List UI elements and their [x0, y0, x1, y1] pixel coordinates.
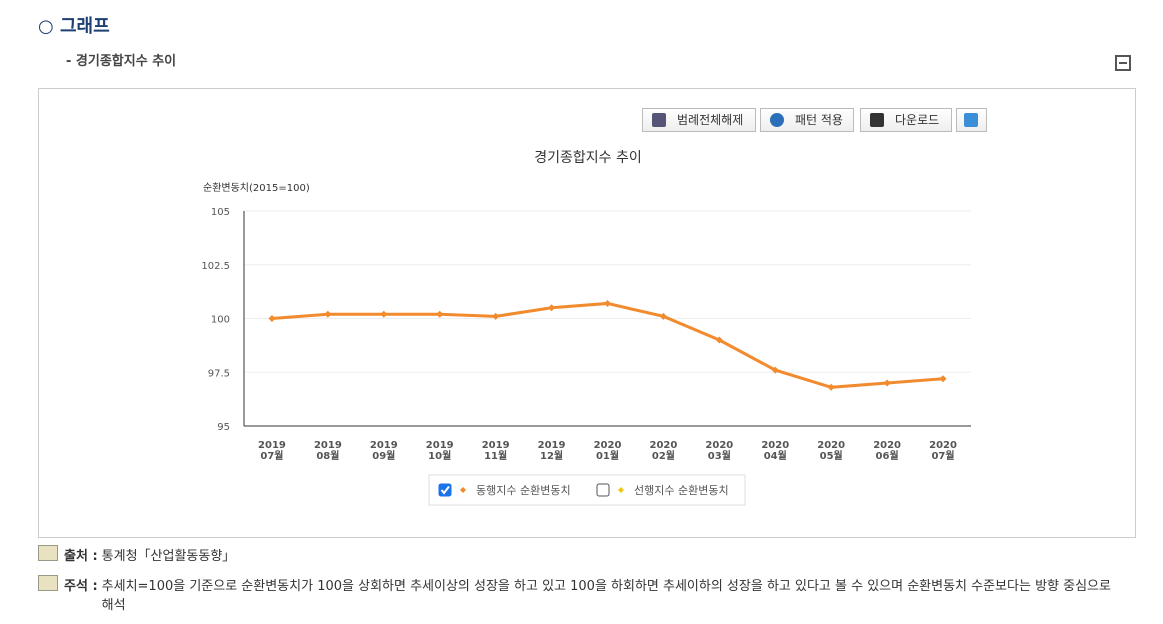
x-tick-label-line: 07월 — [260, 450, 283, 462]
data-point — [771, 366, 779, 374]
data-point — [380, 310, 388, 318]
x-tick-label: 2020 05월 — [817, 440, 845, 462]
data-point — [436, 310, 444, 318]
x-tick-label-line: 2020 — [873, 440, 901, 451]
x-tick-label-line: 2019 — [370, 440, 398, 451]
data-point — [324, 310, 332, 318]
subtitle: - 경기종합지수 추이 — [66, 54, 177, 69]
legend-toggle-button[interactable]: 범례전체해제 — [642, 108, 756, 132]
chart-title: 경기종합지수 추이 — [534, 150, 642, 166]
x-tick-label-line: 2020 — [650, 440, 678, 451]
x-tick-label-line: 2020 — [594, 440, 622, 451]
x-tick-label: 2019 11월 — [482, 440, 510, 462]
note-text: 통계청「산업활동동향」 — [101, 549, 236, 564]
comment-note: 주석 : 추세치=100을 기준으로 순환변동치가 100을 상회하면 추세이상의… — [38, 575, 1118, 613]
x-tick-label: 2019 12월 — [538, 440, 566, 462]
x-tick-label-line: 04월 — [764, 450, 787, 462]
x-tick-label-line: 2019 — [426, 440, 454, 451]
legend-box — [428, 474, 746, 506]
x-tick-label: 2020 04월 — [761, 440, 789, 462]
y-tick-label: 102.5 — [201, 261, 230, 272]
data-point — [715, 336, 723, 344]
y-tick-label: 105 — [211, 207, 230, 218]
x-tick-label-line: 2020 — [929, 440, 957, 451]
x-tick-label-line: 03월 — [708, 450, 731, 462]
legend-symbol — [618, 487, 624, 493]
y-tick-label: 95 — [217, 422, 230, 433]
x-tick-label-line: 2020 — [817, 440, 845, 451]
section-title: ○ 그래프 — [38, 16, 110, 37]
legend-label: 동행지수 순환변동치 — [476, 484, 571, 497]
x-tick-label-line: 06월 — [876, 450, 899, 462]
button-label: 범례전체해제 — [677, 113, 744, 127]
note-label: 주석 : — [64, 579, 98, 594]
x-tick-label-line: 02월 — [652, 450, 675, 462]
button-label: 다운로드 — [895, 113, 940, 127]
y-axis-label: 순환변동치(2015=100) — [203, 182, 310, 194]
download-button[interactable]: 다운로드 — [860, 108, 952, 132]
legend-checkbox[interactable] — [438, 483, 452, 497]
x-tick-label-line: 2020 — [761, 440, 789, 451]
x-tick-label: 2020 06월 — [873, 440, 901, 462]
data-point — [659, 312, 667, 320]
legend-checkbox[interactable] — [596, 483, 610, 497]
x-tick-label-line: 2019 — [538, 440, 566, 451]
x-tick-label: 2019 10월 — [426, 440, 454, 462]
legend-label: 선행지수 순환변동치 — [634, 484, 729, 497]
fullscreen-button[interactable] — [956, 108, 987, 132]
x-tick-label: 2019 09월 — [370, 440, 398, 462]
check-mark — [440, 485, 450, 495]
data-point — [548, 304, 556, 312]
button-label: 패턴 적용 — [795, 113, 843, 127]
x-tick-label-line: 2019 — [314, 440, 342, 451]
note-text: 추세치=100을 기준으로 순환변동치가 100을 상회하면 추세이상의 성장을… — [101, 579, 1111, 613]
legend-symbol — [460, 487, 466, 493]
x-tick-label-line: 10월 — [428, 450, 451, 462]
data-point — [492, 312, 500, 320]
x-tick-label-line: 09월 — [372, 450, 395, 462]
x-tick-label: 2019 08월 — [314, 440, 342, 462]
x-tick-label-line: 11월 — [484, 450, 507, 462]
pattern-button[interactable]: 패턴 적용 — [760, 108, 854, 132]
x-tick-label: 2020 01월 — [594, 440, 622, 462]
note-label: 출처 : — [64, 549, 98, 564]
x-tick-label-line: 2019 — [482, 440, 510, 451]
x-tick-label: 2020 03월 — [705, 440, 733, 462]
x-tick-label: 2020 07월 — [929, 440, 957, 462]
collapse-button[interactable] — [1115, 55, 1131, 71]
y-tick-label: 97.5 — [208, 368, 230, 379]
source-note: 출처 : 통계청「산업활동동향」 — [38, 545, 1118, 564]
x-tick-label: 2020 02월 — [650, 440, 678, 462]
data-point — [604, 299, 611, 307]
data-point — [268, 315, 276, 322]
data-point — [827, 383, 835, 391]
x-tick-label-line: 07월 — [931, 450, 954, 462]
chart-panel: 경기종합지수 추이 순환변동치(2015=100) 95 97.5 100 102.5… — [38, 88, 1136, 538]
x-tick-label-line: 12월 — [540, 450, 563, 462]
chart: 경기종합지수 추이 순환변동치(2015=100) 95 97.5 100 102.5… — [201, 150, 971, 506]
series-line — [271, 301, 944, 389]
x-tick-label: 2019 07월 — [258, 440, 286, 462]
x-tick-label-line: 08월 — [316, 450, 339, 462]
x-tick-label-line: 01월 — [596, 450, 619, 462]
data-point — [883, 379, 891, 387]
y-tick-label: 100 — [211, 315, 230, 326]
x-tick-label-line: 2020 — [705, 440, 733, 451]
data-point — [939, 375, 947, 383]
x-tick-label-line: 05월 — [820, 450, 843, 462]
x-tick-label-line: 2019 — [258, 440, 286, 451]
